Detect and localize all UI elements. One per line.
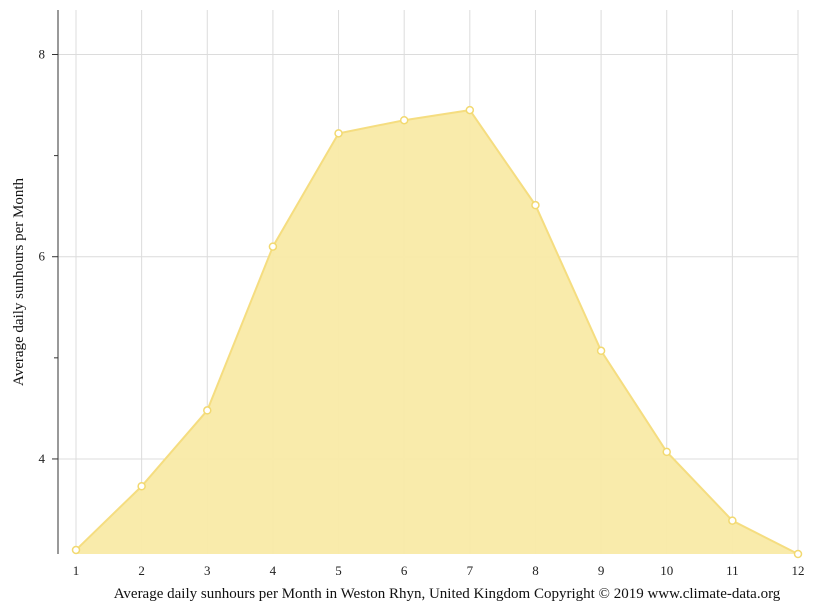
x-tick-labels: 1 2 3 4 5 6 7 8 9 10 11 12 [73, 563, 805, 578]
data-point [728, 516, 737, 525]
area-layer [75, 109, 799, 555]
data-point [334, 129, 343, 138]
area-fill [76, 110, 798, 554]
data-points [71, 105, 803, 559]
x-tick-label: 5 [335, 563, 342, 578]
y-axis-title: Average daily sunhours per Month [11, 178, 27, 387]
y-tick-label: 6 [39, 249, 46, 264]
x-tick-label: 7 [467, 563, 474, 578]
y-tick-labels: 4 6 8 [39, 46, 46, 465]
x-tick-label: 2 [138, 563, 145, 578]
area-line [75, 109, 799, 555]
chart-caption: Average daily sunhours per Month in West… [114, 586, 781, 602]
data-point [137, 482, 146, 491]
data-point [268, 242, 278, 251]
x-tick-label: 12 [792, 563, 805, 578]
data-point [596, 346, 606, 356]
x-tick-label: 11 [726, 563, 739, 578]
x-tick-label: 3 [204, 563, 211, 578]
data-point [793, 549, 803, 559]
y-tick-label: 4 [39, 451, 46, 466]
data-point [71, 545, 81, 555]
x-tick-label: 4 [270, 563, 277, 578]
data-point [399, 115, 409, 125]
data-point [662, 447, 671, 457]
x-tick-label: 1 [73, 563, 80, 578]
x-tick-label: 10 [660, 563, 673, 578]
y-tick-label: 8 [39, 46, 46, 61]
axes [52, 10, 59, 554]
x-tick-label: 9 [598, 563, 605, 578]
data-point [531, 200, 540, 210]
x-tick-label: 6 [401, 563, 408, 578]
data-point [203, 406, 212, 415]
data-point [465, 105, 475, 115]
x-tick-label: 8 [532, 563, 539, 578]
